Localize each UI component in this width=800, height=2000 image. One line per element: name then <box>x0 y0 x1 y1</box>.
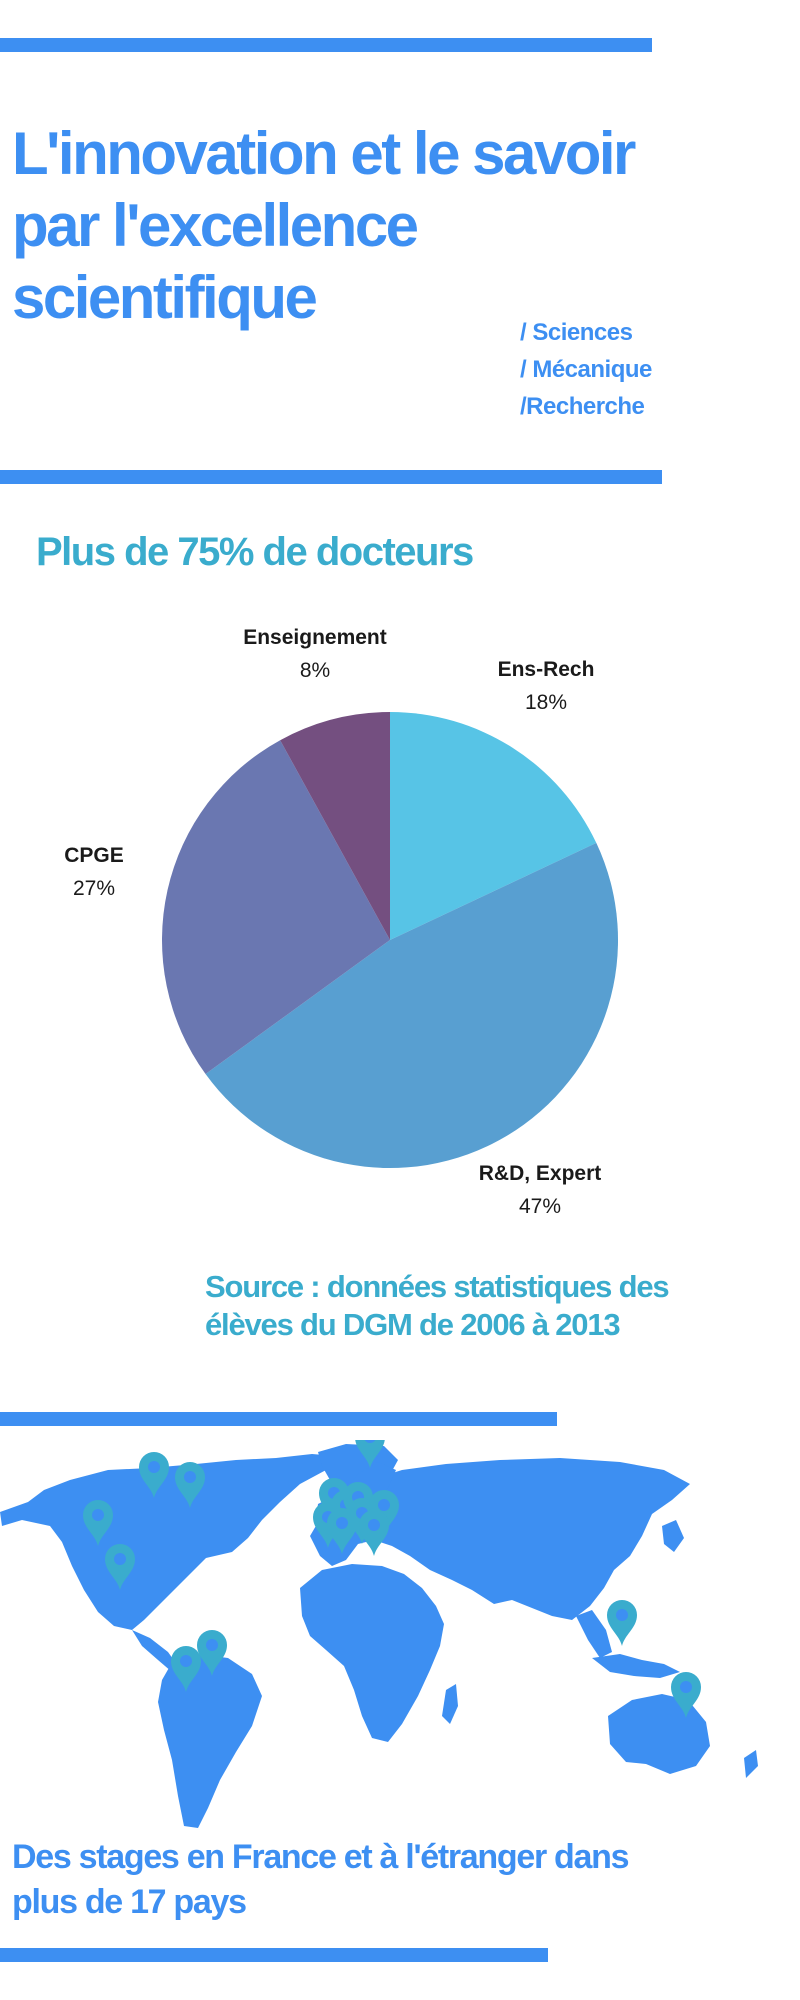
map-pin-icon <box>83 1500 113 1546</box>
slice-label: Enseignement <box>243 626 387 649</box>
pie-chart: Ens-Rech 18% R&D, Expert 47% CPGE 27% Enseigne… <box>64 626 619 1218</box>
map-divider <box>0 1412 557 1426</box>
title-line-2: par l'excellence <box>12 192 419 259</box>
page-title: L'innovation et le savoir par l'excellen… <box>12 118 712 334</box>
internship-pins <box>83 1440 701 1718</box>
tag-recherche: /Recherche <box>520 393 645 420</box>
central-america <box>132 1630 178 1672</box>
tag-sciences: / Sciences <box>520 319 633 346</box>
tag-mecanique: / Mécanique <box>520 356 652 383</box>
stats-heading: Plus de 75% de docteurs <box>36 530 474 574</box>
madagascar <box>442 1684 458 1724</box>
australia <box>608 1694 710 1774</box>
map-pin-icon <box>355 1440 385 1468</box>
map-pin-icon <box>607 1600 637 1646</box>
footer-text: Des stages en France et à l'étranger dan… <box>12 1835 732 1925</box>
footer-line-1: Des stages en France et à l'étranger dan… <box>12 1838 629 1876</box>
indonesia <box>592 1654 680 1678</box>
world-map <box>0 1440 758 1828</box>
south-america <box>158 1654 262 1828</box>
section-divider <box>0 470 662 484</box>
pie-slice <box>205 842 619 1169</box>
eurasia <box>310 1458 690 1620</box>
southeast-asia <box>576 1610 612 1658</box>
slice-percent-label: 27% <box>73 877 115 900</box>
source-line-2: élèves du DGM de 2006 à 2013 <box>205 1307 621 1342</box>
source-note: Source : données statistiques des élèves… <box>205 1268 725 1344</box>
pie-slice <box>280 712 390 940</box>
top-divider <box>0 38 652 52</box>
map-pin-icon <box>359 1510 389 1556</box>
map-pin-icon <box>139 1452 169 1498</box>
slice-label: Ens-Rech <box>498 658 595 681</box>
africa <box>300 1564 444 1742</box>
title-line-1: L'innovation et le savoir <box>12 120 636 187</box>
map-pin-icon <box>671 1672 701 1718</box>
pie-slice <box>161 740 390 1075</box>
slice-percent-label: 8% <box>300 659 330 682</box>
source-line-1: Source : données statistiques des <box>205 1269 670 1304</box>
map-pin-icon <box>175 1462 205 1508</box>
slice-percent-label: 47% <box>519 1195 561 1218</box>
topic-tags: / Sciences / Mécanique /Recherche <box>520 314 740 425</box>
map-pin-icon <box>105 1544 135 1590</box>
map-pin-icon <box>171 1646 201 1692</box>
bottom-divider <box>0 1948 548 1962</box>
japan <box>662 1520 684 1552</box>
slice-label: CPGE <box>64 844 124 867</box>
slice-percent-label: 18% <box>525 691 567 714</box>
slice-label: R&D, Expert <box>479 1162 602 1185</box>
map-pin-icon <box>197 1630 227 1676</box>
pie-slice <box>390 712 597 940</box>
new-zealand <box>744 1750 758 1778</box>
footer-line-2: plus de 17 pays <box>12 1883 247 1921</box>
north-america <box>0 1454 336 1630</box>
title-line-3: scientifique <box>12 264 318 331</box>
map-pin-icon <box>369 1490 399 1536</box>
